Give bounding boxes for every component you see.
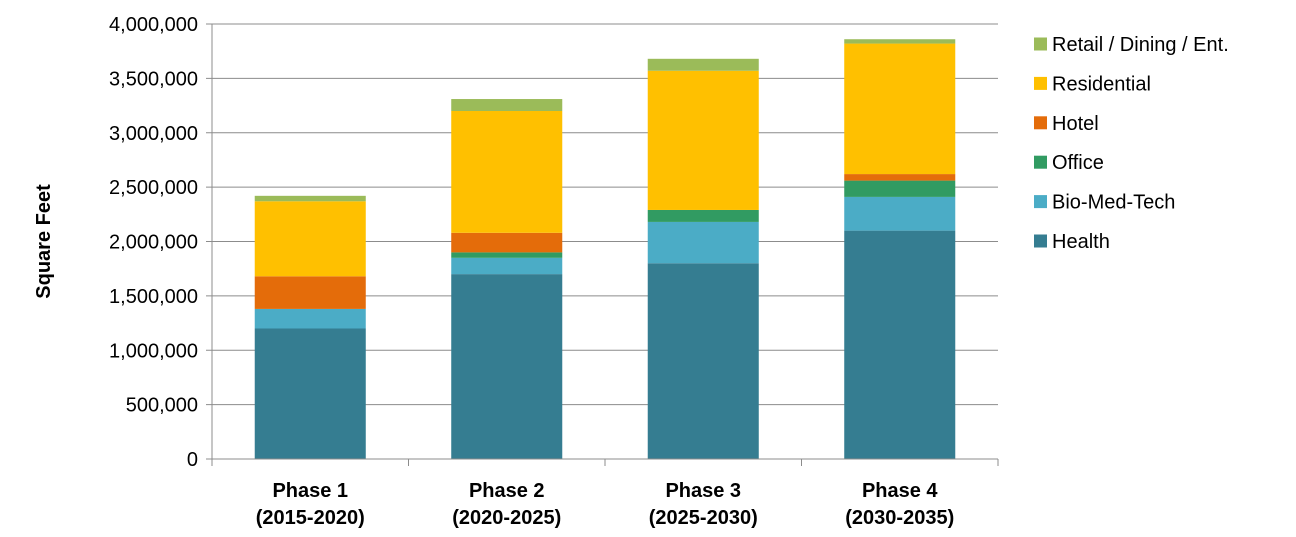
y-axis-title: Square Feet xyxy=(33,184,55,299)
y-tick-label: 500,000 xyxy=(126,395,198,417)
legend-label-residential: Residential xyxy=(1052,73,1151,95)
bar-segment-bio-med-tech xyxy=(254,308,366,329)
legend-label-retail-dining-ent: Retail / Dining / Ent. xyxy=(1052,34,1229,56)
bar-segment-hotel xyxy=(451,232,563,253)
legend-label-hotel: Hotel xyxy=(1052,113,1099,135)
legend-label-health: Health xyxy=(1052,231,1110,253)
legend-swatch-office xyxy=(1034,155,1047,169)
legend-label-bio-med-tech: Bio-Med-Tech xyxy=(1052,192,1175,214)
bar-segment-residential xyxy=(844,43,956,175)
y-tick-label: 3,000,000 xyxy=(109,123,198,145)
x-category-label: (2015-2020) xyxy=(256,507,365,529)
axes: 0 500,000 1,000,000 1,500,000 2,000,000 2,500… xyxy=(109,14,999,529)
bar-segment-office xyxy=(451,252,563,258)
bar-segment-bio-med-tech xyxy=(844,196,956,231)
bar-segment-health xyxy=(451,274,563,459)
legend-swatch-bio-med-tech xyxy=(1034,195,1047,209)
bar-segment-residential xyxy=(451,111,563,233)
bar-segment-retail-dining-ent xyxy=(451,99,563,111)
bar-segment-health xyxy=(254,328,366,459)
x-category-label: Phase 2 xyxy=(469,480,545,502)
bar-segment-retail-dining-ent xyxy=(647,58,759,71)
bar-segment-office xyxy=(647,209,759,222)
y-tick-label: 2,000,000 xyxy=(109,232,198,254)
x-category-label: (2025-2030) xyxy=(649,507,758,529)
bar-segment-bio-med-tech xyxy=(647,221,759,264)
y-tick-label: 2,500,000 xyxy=(109,177,198,199)
legend-label-office: Office xyxy=(1052,152,1104,174)
y-tick-label: 4,000,000 xyxy=(109,14,198,36)
legend-swatch-retail-dining-ent xyxy=(1034,37,1047,51)
legend-swatch-residential xyxy=(1034,76,1047,90)
bar-segment-residential xyxy=(254,201,366,277)
x-category-label: (2020-2025) xyxy=(452,507,561,529)
legend: Retail / Dining / Ent. Residential Hotel Of… xyxy=(1034,34,1229,253)
legend-swatch-health xyxy=(1034,234,1047,248)
legend-swatch-hotel xyxy=(1034,116,1047,130)
x-category-label: Phase 4 xyxy=(862,480,938,502)
y-tick-label: 1,000,000 xyxy=(109,340,198,362)
bar-segment-office xyxy=(844,180,956,197)
bar-segment-retail-dining-ent xyxy=(844,39,956,44)
bar-segment-bio-med-tech xyxy=(451,257,563,275)
bar-segment-hotel xyxy=(254,276,366,309)
x-category-label: Phase 1 xyxy=(272,480,348,502)
bars xyxy=(254,39,956,459)
bar-segment-residential xyxy=(647,70,759,210)
x-category-label: (2030-2035) xyxy=(845,507,954,529)
bar-segment-retail-dining-ent xyxy=(254,195,366,202)
y-tick-label: 0 xyxy=(187,449,198,471)
y-tick-label: 1,500,000 xyxy=(109,286,198,308)
y-tick-label: 3,500,000 xyxy=(109,68,198,90)
bar-segment-health xyxy=(844,230,956,459)
bar-segment-hotel xyxy=(844,174,956,181)
x-category-label: Phase 3 xyxy=(665,480,741,502)
bar-segment-health xyxy=(647,263,759,459)
